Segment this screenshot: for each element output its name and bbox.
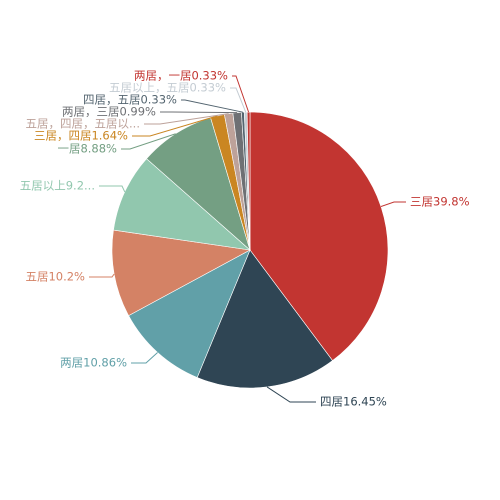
leader-line <box>121 133 176 150</box>
slice-label: 四居16.45% <box>320 395 387 409</box>
slice-label: 四居，五居0.33% <box>83 93 177 107</box>
pie-slice[interactable] <box>196 249 333 389</box>
slice-label: 三居39.8% <box>410 195 470 209</box>
leader-line <box>131 352 158 364</box>
slice-label: 五居，四居，五居以... <box>26 117 140 131</box>
slice-label: 五居10.2% <box>25 270 85 284</box>
slice-label: 两居10.86% <box>60 356 127 370</box>
slice-label: 两居，三居0.99% <box>62 105 156 119</box>
pie-slice[interactable] <box>113 158 251 251</box>
leader-line <box>132 115 218 137</box>
pie-slices <box>111 111 389 389</box>
slice-label: 三居，四居1.64% <box>34 129 128 143</box>
leader-line <box>160 111 238 114</box>
slice-label: 五居以上，五居0.33% <box>109 81 226 95</box>
leader-line <box>230 87 247 113</box>
leader-line <box>380 201 406 208</box>
leader-lines <box>89 75 406 403</box>
pie-slice[interactable] <box>128 249 251 378</box>
leader-line <box>181 99 243 113</box>
leader-line <box>89 273 115 278</box>
leader-line <box>99 185 126 193</box>
pie-slice[interactable] <box>246 111 251 251</box>
slice-labels: 三居39.8% 四居16.45% 两居10.86% 五居10.2% 五居以上9.2...… <box>20 69 470 409</box>
leader-line <box>232 75 250 113</box>
leader-line <box>266 386 316 403</box>
slice-label: 两居，一居0.33% <box>134 69 228 83</box>
slice-label: 一居8.88% <box>57 142 117 156</box>
slice-label: 五居以上9.2... <box>20 179 95 193</box>
pie-slice[interactable] <box>249 111 389 362</box>
leader-line <box>144 113 229 125</box>
